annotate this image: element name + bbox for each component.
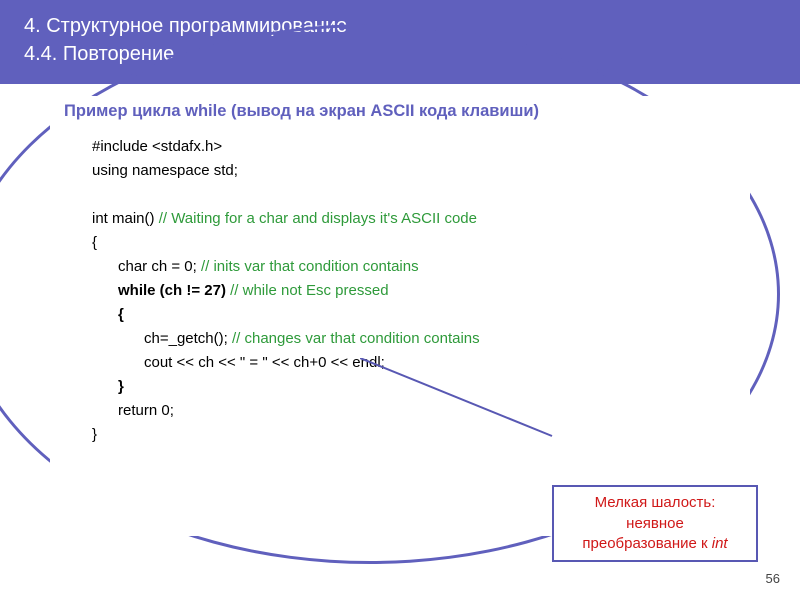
code-line: char ch = 0; // inits var that condition… [92, 255, 736, 279]
content-panel: Пример цикла while (вывод на экран ASCII… [50, 96, 750, 536]
code-line: return 0; [92, 399, 736, 423]
code-line: { [92, 303, 736, 327]
code-line: } [92, 375, 736, 399]
code-line: while (ch != 27) // while not Esc presse… [92, 279, 736, 303]
code-line: { [92, 231, 736, 255]
callout-box: Мелкая шалость: неявное преобразование к… [552, 485, 758, 562]
code-line: ch=_getch(); // changes var that conditi… [92, 327, 736, 351]
code-line: #include <stdafx.h> [92, 135, 736, 159]
callout-line-3: преобразование к int [560, 534, 750, 554]
code-line: } [92, 423, 736, 447]
code-line: cout << ch << " = " << ch+0 << endl; [92, 351, 736, 375]
code-line: int main() // Waiting for a char and dis… [92, 207, 736, 231]
code-block: #include <stdafx.h> using namespace std;… [64, 135, 736, 447]
code-line [92, 183, 736, 207]
page-number: 56 [766, 571, 780, 586]
code-line: using namespace std; [92, 159, 736, 183]
callout-line-1: Мелкая шалость: [560, 493, 750, 513]
example-title: Пример цикла while (вывод на экран ASCII… [64, 102, 736, 121]
callout-line-2: неявное [560, 514, 750, 534]
